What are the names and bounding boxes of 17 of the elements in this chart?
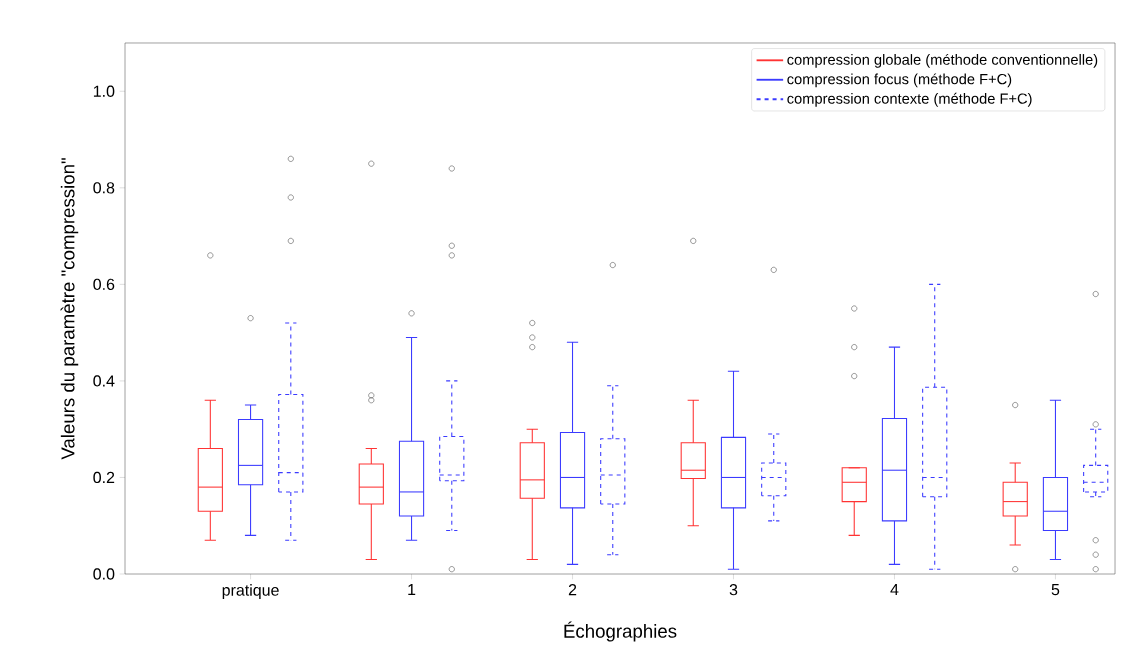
- x-tick-label: pratique: [222, 584, 279, 599]
- y-tick-label: 0.4: [93, 375, 115, 387]
- x-tick-label: 5: [1051, 584, 1060, 596]
- y-tick-label: 0.8: [93, 182, 115, 194]
- x-tick-label: 3: [729, 584, 738, 596]
- x-axis-title: Échographies: [564, 621, 677, 642]
- y-tick-label: 0.2: [93, 471, 115, 484]
- y-axis-title: Valeurs du paramètre "compression": [60, 158, 79, 460]
- y-tick-label: 0.0: [93, 568, 115, 580]
- x-tick-label: 1: [408, 584, 416, 596]
- legend-label: compression globale (méthode conventionnelle): [787, 53, 1098, 68]
- legend-label: compression contexte (méthode F+C): [787, 92, 1032, 107]
- y-tick-label: 1.0: [93, 85, 115, 97]
- y-tick-label: 0.6: [93, 278, 115, 291]
- x-tick-label: 2: [568, 584, 577, 596]
- legend-label: compression focus (méthode F+C): [787, 73, 1012, 88]
- x-tick-label: 4: [890, 584, 899, 596]
